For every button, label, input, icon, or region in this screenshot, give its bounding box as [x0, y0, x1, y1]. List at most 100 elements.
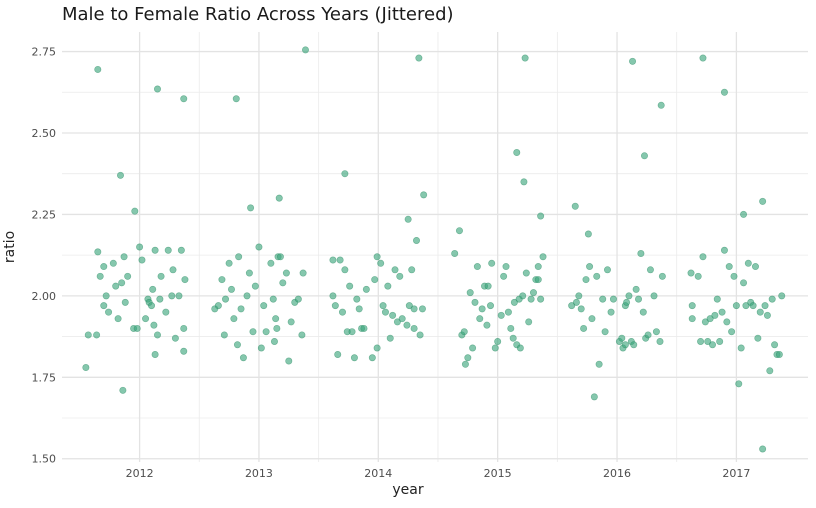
data-point	[249, 328, 257, 336]
data-point	[625, 292, 633, 300]
data-point	[500, 272, 508, 280]
data-point	[464, 354, 472, 362]
x-tick-labels: 2012 2013 2014 2015 2016 2017	[126, 467, 751, 480]
data-point	[84, 331, 92, 339]
data-point	[580, 324, 588, 332]
data-point	[396, 272, 404, 280]
data-point	[273, 324, 281, 332]
data-point	[100, 302, 108, 310]
data-point	[100, 263, 108, 271]
data-point	[507, 324, 515, 332]
y-tick-label: 2.00	[32, 290, 57, 303]
data-point	[609, 295, 617, 303]
data-point	[151, 350, 159, 358]
data-point	[148, 302, 156, 310]
data-point	[630, 341, 638, 349]
data-point	[706, 315, 714, 323]
data-point	[131, 207, 139, 215]
data-points	[82, 46, 786, 453]
data-point	[120, 253, 128, 261]
data-point	[694, 272, 702, 280]
data-point	[759, 445, 767, 453]
data-point	[169, 266, 177, 274]
data-point	[761, 302, 769, 310]
data-point	[251, 282, 259, 290]
data-point	[520, 178, 528, 186]
data-point	[763, 311, 771, 319]
data-point	[368, 354, 376, 362]
data-point	[568, 302, 576, 310]
data-point	[582, 276, 590, 284]
data-point	[109, 259, 117, 267]
data-point	[577, 305, 585, 313]
data-point	[720, 88, 728, 96]
data-point	[646, 266, 654, 274]
data-point	[287, 318, 295, 326]
data-point	[341, 170, 349, 178]
data-point	[334, 350, 342, 358]
data-point	[716, 337, 724, 345]
data-point	[114, 315, 122, 323]
data-point	[94, 248, 102, 256]
data-point	[416, 331, 424, 339]
data-point	[294, 295, 302, 303]
data-point	[257, 344, 265, 352]
data-point	[601, 328, 609, 336]
data-point	[701, 318, 709, 326]
data-point	[455, 227, 463, 235]
data-point	[247, 204, 255, 212]
data-point	[756, 308, 764, 316]
data-point	[516, 344, 524, 352]
data-point	[460, 328, 468, 336]
data-point	[759, 197, 767, 205]
data-point	[586, 263, 594, 271]
data-point	[116, 171, 124, 179]
data-point	[744, 259, 752, 267]
data-point	[381, 308, 389, 316]
data-point	[218, 276, 226, 284]
data-point	[488, 259, 496, 267]
data-point	[285, 357, 293, 365]
data-point	[150, 321, 158, 329]
data-point	[629, 57, 637, 65]
data-point	[687, 269, 695, 277]
data-point	[245, 269, 253, 277]
data-point	[709, 341, 717, 349]
data-point	[466, 289, 474, 297]
data-point	[778, 292, 786, 300]
x-tick-label: 2017	[722, 467, 750, 480]
data-point	[230, 315, 238, 323]
data-point	[588, 315, 596, 323]
data-point	[353, 295, 361, 303]
data-point	[362, 285, 370, 293]
data-point	[418, 305, 426, 313]
data-point	[410, 305, 418, 313]
data-point	[275, 194, 283, 202]
data-point	[469, 344, 477, 352]
data-point	[534, 263, 542, 271]
data-point	[735, 380, 743, 388]
data-point	[138, 256, 146, 264]
data-point	[156, 295, 164, 303]
data-point	[239, 354, 247, 362]
data-point	[299, 269, 307, 277]
data-point	[742, 302, 750, 310]
data-point	[699, 253, 707, 261]
data-point	[171, 334, 179, 342]
data-point	[180, 95, 188, 103]
data-point	[373, 253, 381, 261]
data-point	[487, 302, 495, 310]
data-point	[519, 292, 527, 300]
data-point	[391, 266, 399, 274]
data-point	[398, 315, 406, 323]
data-point	[527, 295, 535, 303]
data-point	[771, 341, 779, 349]
data-point	[754, 334, 762, 342]
data-point	[657, 101, 665, 109]
data-point	[272, 315, 280, 323]
data-point	[725, 263, 733, 271]
data-point	[603, 266, 611, 274]
data-point	[632, 285, 640, 293]
data-point	[571, 202, 579, 210]
y-tick-label: 1.75	[32, 371, 57, 384]
